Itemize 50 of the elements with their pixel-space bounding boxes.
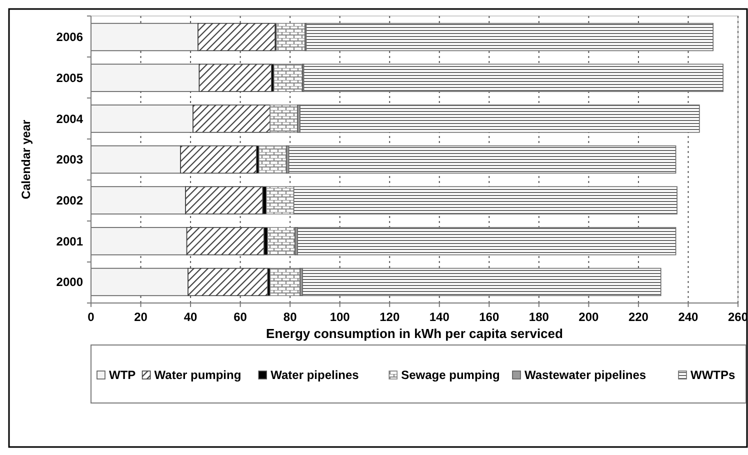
x-axis-title: Energy consumption in kWh per capita serviced	[266, 326, 564, 341]
bar	[185, 186, 264, 214]
y-tick-label: 2000	[56, 275, 84, 290]
x-tick-label: 220	[628, 310, 649, 324]
legend-label: WTP	[109, 368, 136, 382]
bar	[302, 268, 662, 296]
bar	[274, 64, 303, 92]
x-tick-label: 200	[578, 310, 600, 324]
legend-label: Water pumping	[154, 368, 242, 382]
bar	[188, 268, 268, 296]
bar	[270, 268, 300, 296]
x-tick-label: 40	[184, 310, 198, 324]
bar	[297, 227, 676, 256]
x-tick-label: 80	[283, 310, 298, 324]
bar	[276, 22, 306, 52]
bar	[293, 186, 678, 214]
bar	[267, 227, 296, 256]
bar	[300, 104, 700, 133]
y-tick-label: 2003	[56, 152, 84, 167]
bar	[270, 104, 298, 133]
bar	[306, 22, 714, 52]
x-tick-label: 180	[528, 310, 550, 324]
y-tick-label: 2002	[56, 194, 84, 208]
legend-label: WWTPs	[690, 368, 736, 382]
y-tick-label: 2004	[56, 112, 84, 126]
legend-label: Water pipelines	[270, 368, 360, 382]
x-tick-label: 240	[678, 310, 699, 324]
legend-label: Wastewater pipelines	[524, 368, 646, 382]
y-tick-label: 2006	[56, 30, 84, 44]
bar	[266, 186, 294, 214]
bar	[303, 64, 724, 92]
x-tick-label: 160	[479, 310, 500, 324]
legend-label: Sewage pumping	[401, 368, 500, 382]
x-tick-label: 100	[330, 310, 350, 324]
y-axis-title: Calendar year	[19, 119, 33, 200]
bar	[186, 227, 264, 256]
y-tick-label: 2005	[56, 71, 84, 86]
bar	[192, 104, 271, 133]
y-tick-label: 2001	[56, 234, 84, 248]
x-tick-label: 120	[380, 310, 400, 324]
bar	[258, 145, 287, 174]
bar	[198, 22, 276, 52]
x-tick-label: 140	[429, 310, 450, 324]
bar	[288, 145, 676, 174]
bar	[180, 145, 257, 174]
bar	[90, 145, 181, 174]
bar	[198, 64, 272, 92]
x-tick-label: 60	[234, 310, 248, 324]
x-tick-label: 0	[88, 310, 95, 324]
x-tick-label: 20	[134, 310, 148, 324]
